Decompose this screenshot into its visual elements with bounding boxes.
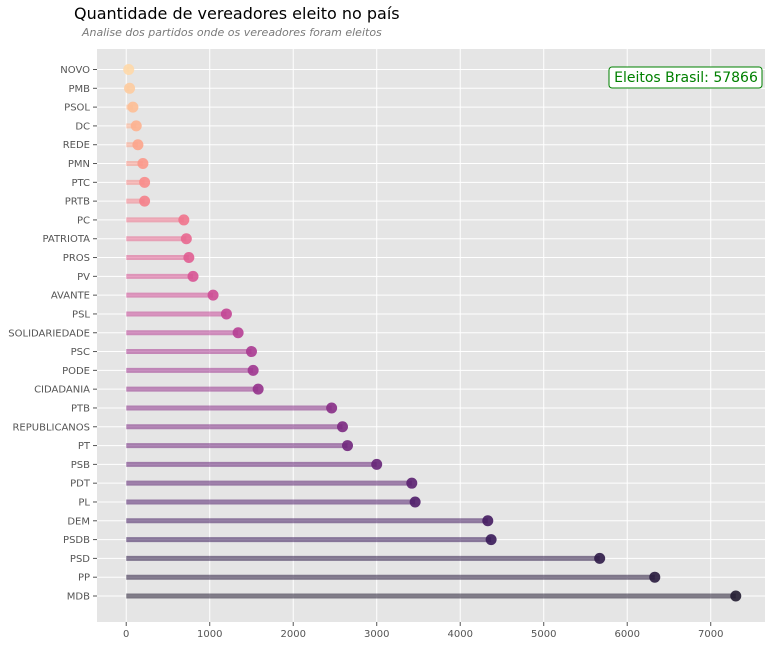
y-tick-label: PTC	[71, 178, 90, 189]
lollipop-dot	[139, 176, 151, 188]
lollipop-dot	[342, 440, 353, 452]
y-tick-label: PODE	[62, 366, 90, 377]
total-annotation-box	[608, 66, 763, 89]
y-tick-label: PTB	[71, 403, 90, 414]
y-tick-label: REPUBLICANOS	[12, 422, 90, 433]
lollipop-dot	[139, 195, 151, 207]
lollipop-dot	[127, 101, 139, 113]
lollipop-dot	[124, 82, 136, 94]
x-tick-label: 2000	[280, 629, 305, 640]
lollipop-dot	[207, 289, 219, 301]
lollipop-dot	[232, 327, 244, 339]
y-tick-label: PSD	[70, 554, 90, 565]
y-tick-label: PSB	[71, 460, 90, 471]
y-tick-label: PROS	[63, 253, 90, 264]
total-annotation-text: Eleitos Brasil: 57866	[614, 70, 758, 86]
y-tick-label: PT	[78, 441, 91, 452]
x-tick-label: 6000	[614, 629, 639, 640]
lollipop-dot	[187, 270, 199, 282]
y-tick-label: AVANTE	[51, 291, 90, 302]
total-annotation: Eleitos Brasil: 57866	[608, 66, 763, 89]
y-tick-label: PDT	[70, 479, 91, 490]
lollipop-dot	[180, 233, 192, 245]
y-tick-label: PSL	[72, 309, 90, 320]
y-tick-label: REDE	[63, 140, 90, 151]
lollipop-dot	[137, 158, 149, 170]
y-tick-label: PATRIOTA	[42, 234, 90, 245]
y-tick-label: PSC	[71, 347, 90, 358]
x-tick-label: 4000	[447, 629, 472, 640]
lollipop-dot	[178, 214, 190, 226]
x-tick-label: 3000	[364, 629, 389, 640]
y-tick-label: PMB	[68, 84, 90, 95]
x-tick-label: 5000	[531, 629, 556, 640]
x-tick-label: 0	[123, 629, 129, 640]
lollipop-dot	[130, 120, 142, 132]
chart-title: Quantidade de vereadores eleito no país	[74, 4, 400, 23]
lollipop-dot	[245, 346, 257, 358]
y-tick-label: PSOL	[64, 103, 90, 114]
y-tick-label: PSDB	[63, 535, 90, 546]
lollipop-dot	[371, 458, 383, 470]
lollipop-dot	[132, 139, 144, 151]
lollipop-dot	[336, 421, 348, 433]
y-tick-label: PL	[78, 497, 90, 508]
lollipop-dot	[252, 383, 264, 395]
y-tick-label: MDB	[67, 592, 90, 603]
chart-subtitle: Analise dos partidos onde os vereadores …	[82, 26, 382, 39]
y-tick-label: DC	[75, 121, 90, 132]
lollipop-dot	[482, 515, 494, 527]
y-tick-label: PV	[77, 272, 90, 283]
lollipop-dot	[123, 64, 135, 75]
lollipop-dot	[649, 571, 661, 583]
plot-background	[97, 49, 765, 622]
lollipop-dot	[406, 477, 418, 489]
lollipop-dot	[594, 552, 606, 564]
y-tick-label: PP	[78, 573, 90, 584]
y-tick-label: PMN	[68, 159, 90, 170]
y-tick-label: SOLIDARIEDADE	[8, 328, 90, 339]
y-tick-label: PC	[77, 215, 90, 226]
lollipop-dot	[326, 402, 338, 414]
y-tick-label: PRTB	[65, 197, 90, 208]
y-tick-label: NOVO	[60, 65, 90, 76]
lollipop-dot	[730, 590, 742, 602]
lollipop-dot	[183, 252, 195, 264]
lollipop-dot	[485, 534, 497, 546]
x-tick-label: 7000	[698, 629, 723, 640]
y-tick-label: DEM	[67, 516, 90, 527]
lollipop-dot	[409, 496, 421, 508]
y-tick-label: CIDADANIA	[34, 385, 90, 396]
lollipop-dot	[220, 308, 232, 320]
x-tick-label: 1000	[197, 629, 222, 640]
lollipop-dot	[247, 364, 259, 376]
